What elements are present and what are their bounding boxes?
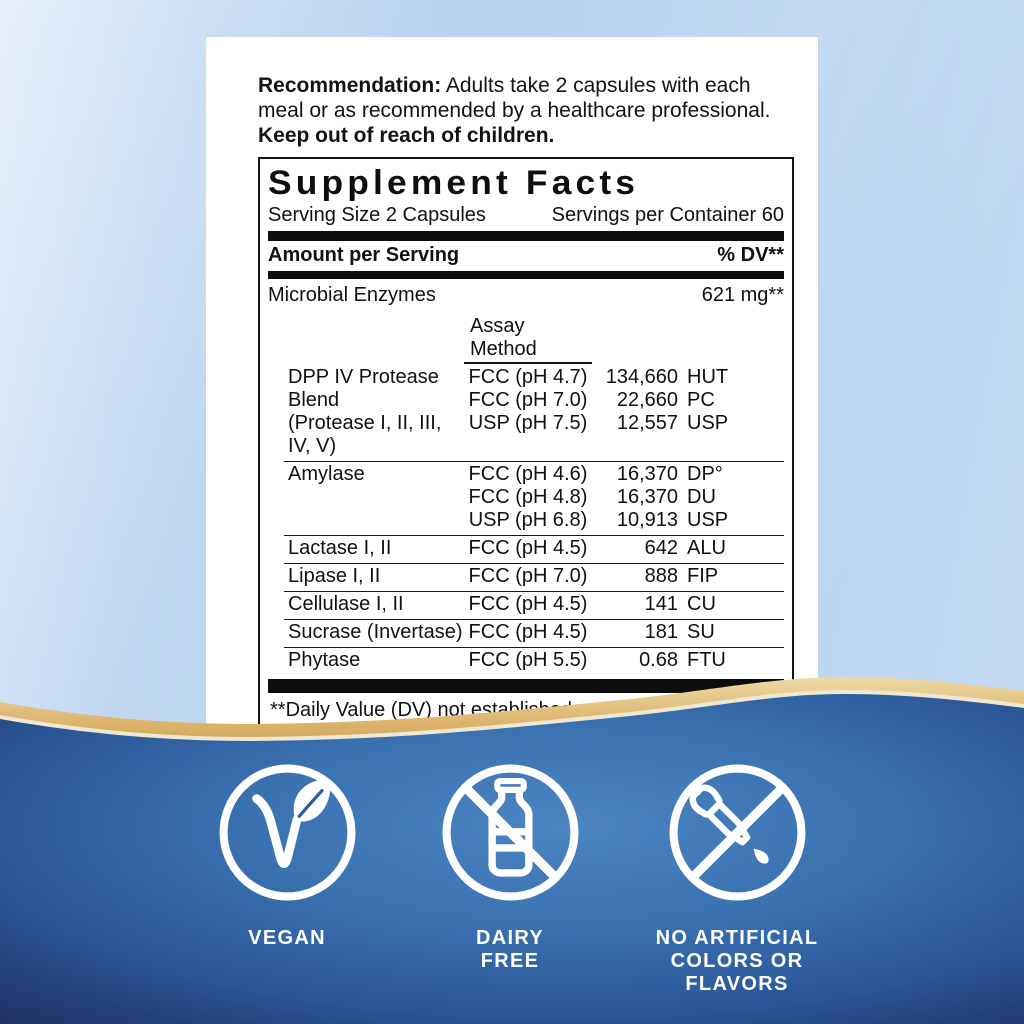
amount-value: 141 — [644, 593, 678, 615]
enzyme-name: Cellulase I, II — [288, 593, 404, 615]
unit: SU — [687, 621, 715, 643]
assay-method: FCC (pH 4.5) — [468, 593, 588, 615]
recommendation-tail: Keep out of reach of children. — [258, 124, 555, 147]
amount-value: 12,557 — [616, 412, 678, 434]
table-row-lactase: Lactase I, II FCC (pH 4.5) 642 ALU — [268, 536, 784, 563]
assay-method: FCC (pH 5.5) — [468, 649, 588, 671]
amount-value: 642 — [644, 537, 678, 559]
amount-value: 888 — [644, 565, 678, 587]
amount-value: 16,370 — [616, 463, 678, 485]
amount-value: 22,660 — [616, 389, 678, 411]
enzyme-name: Lipase I, II — [288, 565, 381, 587]
vegan-leaf-icon — [219, 764, 355, 901]
recommendation-text: Recommendation: Adults take 2 capsules w… — [258, 73, 774, 148]
amount-per-serving-header: Amount per Serving — [268, 244, 460, 266]
assay-method-header-row: Assay Method — [268, 313, 784, 365]
unit: DU — [687, 486, 716, 508]
unit: FTU — [687, 649, 726, 671]
row-separator — [284, 619, 784, 620]
badge-no-artificial: NO ARTIFICIAL COLORS OR FLAVORS — [622, 759, 852, 996]
recommendation-body: Adults take 2 capsules with each meal or… — [258, 74, 771, 122]
row-separator — [284, 591, 784, 592]
assay-method: FCC (pH 4.6) — [468, 463, 588, 485]
amount-value: 134,660 — [605, 366, 678, 388]
badge-dairy-free: DAIRY FREE — [395, 759, 625, 973]
unit: PC — [687, 389, 715, 411]
amount-value: 16,370 — [616, 486, 678, 508]
microbial-enzymes-label: Microbial Enzymes — [268, 284, 436, 306]
serving-row: Serving Size 2 Capsules Servings per Con… — [268, 203, 784, 227]
row-separator — [284, 535, 784, 536]
assay-method: USP (pH 6.8) — [468, 509, 588, 531]
assay-method: FCC (pH 4.8) — [468, 486, 588, 508]
table-row-protease: DPP IV Protease Blend (Protease I, II, I… — [268, 365, 784, 461]
microbial-enzymes-value: 621 mg** — [701, 284, 784, 306]
unit: CU — [687, 593, 716, 615]
enzyme-name: Lactase I, II — [288, 537, 392, 559]
table-row-sucrase: Sucrase (Invertase) FCC (pH 4.5) 181 SU — [268, 620, 784, 647]
badge-vegan: VEGAN — [172, 759, 402, 950]
supplement-facts-panel: Supplement Facts Serving Size 2 Capsules… — [258, 157, 794, 732]
row-separator — [284, 647, 784, 648]
no-dropper-icon — [669, 764, 805, 901]
divider-thick-bar — [268, 231, 784, 241]
unit: DP° — [687, 463, 723, 485]
enzyme-name: Amylase — [288, 463, 365, 485]
assay-method: FCC (pH 7.0) — [468, 565, 588, 587]
unit: ALU — [687, 537, 726, 559]
amount-value: 0.68 — [639, 649, 678, 671]
assay-method: FCC (pH 4.7) — [468, 366, 588, 388]
serving-size: Serving Size 2 Capsules — [268, 204, 486, 226]
assay-method: FCC (pH 4.5) — [468, 621, 588, 643]
table-row-cellulase: Cellulase I, II FCC (pH 4.5) 141 CU — [268, 592, 784, 619]
label-panel: Recommendation: Adults take 2 capsules w… — [206, 37, 818, 817]
assay-method: FCC (pH 7.0) — [468, 389, 588, 411]
assay-method: USP (pH 7.5) — [468, 412, 588, 434]
table-row-lipase: Lipase I, II FCC (pH 7.0) 888 FIP — [268, 564, 784, 591]
badge-label-dairy-free: DAIRY FREE — [476, 927, 544, 972]
servings-per-container: Servings per Container 60 — [551, 204, 784, 226]
amount-value: 10,913 — [616, 509, 678, 531]
assay-method: FCC (pH 4.5) — [468, 537, 588, 559]
amount-value: 181 — [644, 621, 678, 643]
divider-thick-bar — [268, 271, 784, 279]
unit: HUT — [687, 366, 729, 388]
enzyme-name: DPP IV Protease Blend (Protease I, II, I… — [288, 366, 442, 457]
unit: USP — [687, 412, 729, 434]
microbial-enzymes-row: Microbial Enzymes 621 mg** — [268, 279, 784, 313]
row-separator — [284, 563, 784, 564]
no-dairy-bottle-icon — [442, 764, 578, 901]
assay-method-header: Assay Method — [464, 315, 592, 364]
dv-header: % DV** — [717, 244, 784, 266]
badge-label-no-artificial: NO ARTIFICIAL COLORS OR FLAVORS — [655, 927, 819, 995]
amount-header-row: Amount per Serving % DV** — [268, 241, 784, 271]
enzyme-name: Sucrase (Invertase) — [288, 621, 463, 643]
unit: USP — [687, 509, 729, 531]
table-row-amylase: Amylase FCC (pH 4.6) 16,370 DP° FCC (pH 4.… — [268, 462, 784, 535]
unit: FIP — [687, 565, 719, 587]
supplement-facts-title: Supplement Facts — [268, 164, 640, 202]
recommendation-lead: Recommendation: — [258, 74, 442, 97]
row-separator — [284, 461, 784, 462]
badge-label-vegan: VEGAN — [248, 927, 326, 949]
table-row-phytase: Phytase FCC (pH 5.5) 0.68 FTU — [268, 648, 784, 675]
enzyme-name: Phytase — [288, 649, 361, 671]
divider-thick-bar — [268, 679, 784, 693]
